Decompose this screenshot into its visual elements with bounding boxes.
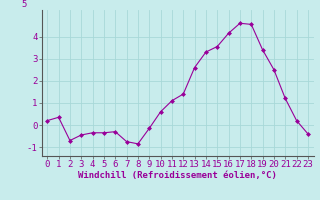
X-axis label: Windchill (Refroidissement éolien,°C): Windchill (Refroidissement éolien,°C) (78, 171, 277, 180)
Text: 5: 5 (21, 0, 27, 9)
